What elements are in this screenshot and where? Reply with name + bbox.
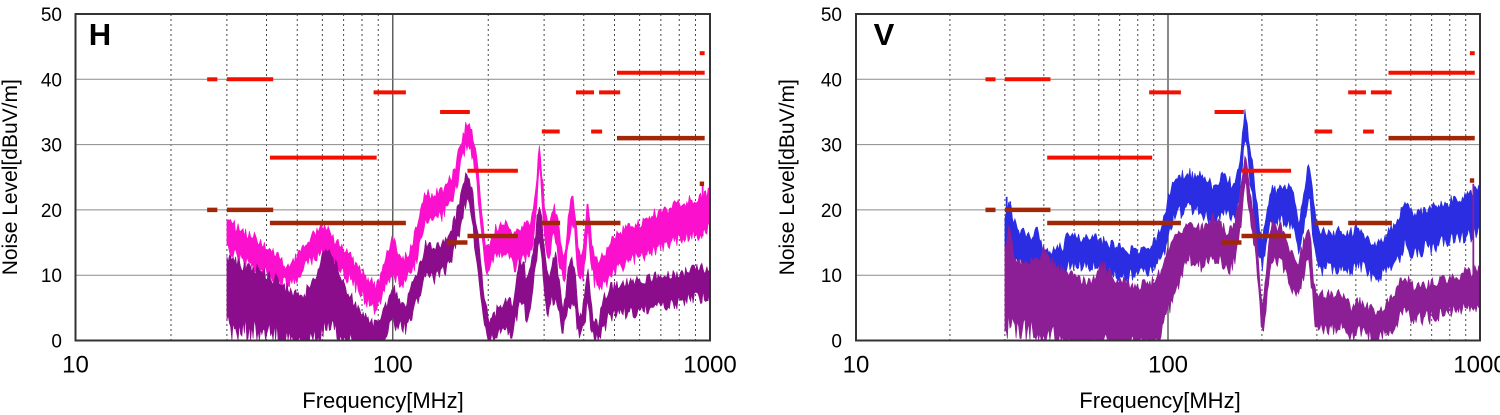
x-axis-title: Frequency[MHz]	[1079, 388, 1240, 413]
x-tick-label: 1000	[1453, 352, 1500, 379]
y-tick-label: 40	[821, 70, 842, 91]
y-tick-label: 0	[51, 332, 62, 353]
y-tick-label: 50	[821, 5, 842, 26]
y-tick-label: 30	[41, 136, 62, 157]
chart-corner-label: H	[89, 17, 111, 52]
y-tick-label: 40	[41, 70, 62, 91]
y-axis-title: Noise Level[dBuV/m]	[776, 79, 799, 275]
x-tick-label: 10	[62, 352, 89, 379]
y-axis-title: Noise Level[dBuV/m]	[0, 79, 22, 275]
limit-segments	[985, 51, 1475, 245]
x-tick-label: 100	[1148, 352, 1188, 379]
limit-segments	[207, 51, 705, 245]
chart-corner-label: V	[874, 17, 895, 52]
y-tick-label: 30	[821, 136, 842, 157]
plot-border	[855, 13, 1481, 342]
y-tick-label: 10	[41, 266, 62, 287]
x-tick-label: 100	[373, 352, 413, 379]
y-tick-label: 20	[821, 201, 842, 222]
y-tick-label: 50	[41, 5, 62, 26]
plot-border	[74, 13, 711, 342]
y-tick-label: 20	[41, 201, 62, 222]
y-tick-label: 10	[821, 266, 842, 287]
x-tick-label: 1000	[683, 352, 736, 379]
x-axis-title: Frequency[MHz]	[302, 388, 463, 413]
y-tick-label: 0	[831, 332, 842, 353]
x-tick-label: 10	[843, 352, 870, 379]
